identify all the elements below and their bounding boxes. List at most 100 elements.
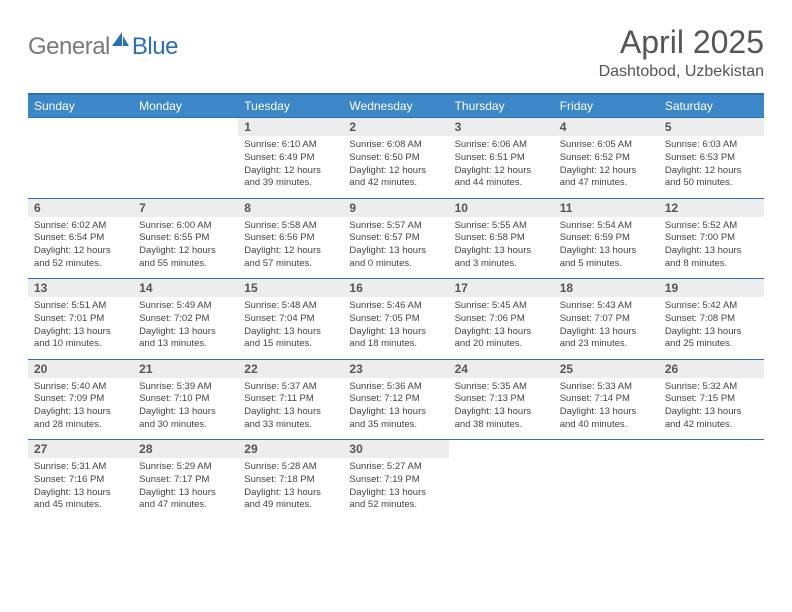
day-number-cell: 22 <box>238 359 343 378</box>
day-info-cell: Sunrise: 6:03 AMSunset: 6:53 PMDaylight:… <box>659 136 764 198</box>
day-number-cell <box>133 118 238 137</box>
day-info-cell: Sunrise: 6:00 AMSunset: 6:55 PMDaylight:… <box>133 217 238 279</box>
day-info-cell: Sunrise: 5:35 AMSunset: 7:13 PMDaylight:… <box>449 378 554 440</box>
sunset-line: Sunset: 7:10 PM <box>139 393 232 406</box>
daylight-line: Daylight: 13 hours and 13 minutes. <box>139 326 232 352</box>
day-number-cell: 4 <box>554 118 659 137</box>
day-number-cell: 20 <box>28 359 133 378</box>
daylight-line: Daylight: 13 hours and 30 minutes. <box>139 406 232 432</box>
day-info-row: Sunrise: 5:31 AMSunset: 7:16 PM Daylight:… <box>28 458 764 520</box>
sunrise-line: Sunrise: 6:08 AM <box>349 139 442 152</box>
sunrise-line: Sunrise: 5:42 AM <box>665 300 758 313</box>
calendar-table: Sunday Monday Tuesday Wednesday Thursday… <box>28 93 764 520</box>
daylight-line: Daylight: 13 hours and 52 minutes. <box>349 487 442 513</box>
daylight-line: Daylight: 12 hours and 42 minutes. <box>349 165 442 191</box>
day-info-cell: Sunrise: 5:52 AMSunset: 7:00 PMDaylight:… <box>659 217 764 279</box>
daylight-line: Daylight: 13 hours and 47 minutes. <box>139 487 232 513</box>
day-number-cell: 24 <box>449 359 554 378</box>
daylight-line: Daylight: 13 hours and 20 minutes. <box>455 326 548 352</box>
sunset-line: Sunset: 7:11 PM <box>244 393 337 406</box>
logo: General Blue <box>28 24 178 63</box>
day-info-cell: Sunrise: 5:33 AMSunset: 7:14 PMDaylight:… <box>554 378 659 440</box>
daylight-line: Daylight: 12 hours and 44 minutes. <box>455 165 548 191</box>
sunset-line: Sunset: 7:04 PM <box>244 313 337 326</box>
day-number-cell: 29 <box>238 440 343 459</box>
day-info-cell: Sunrise: 5:28 AMSunset: 7:18 PMDaylight:… <box>238 458 343 520</box>
day-number-cell: 25 <box>554 359 659 378</box>
sunset-line: Sunset: 6:55 PM <box>139 232 232 245</box>
day-number-cell: 21 <box>133 359 238 378</box>
sunrise-line: Sunrise: 5:58 AM <box>244 220 337 233</box>
sunset-line: Sunset: 7:16 PM <box>34 474 127 487</box>
sunset-line: Sunset: 7:17 PM <box>139 474 232 487</box>
title-block: April 2025 Dashtobod, Uzbekistan <box>599 24 764 81</box>
day-number-cell: 5 <box>659 118 764 137</box>
daylight-line: Daylight: 13 hours and 38 minutes. <box>455 406 548 432</box>
sunrise-line: Sunrise: 5:54 AM <box>560 220 653 233</box>
sunset-line: Sunset: 6:51 PM <box>455 152 548 165</box>
daylight-line: Daylight: 13 hours and 18 minutes. <box>349 326 442 352</box>
daylight-line: Daylight: 12 hours and 55 minutes. <box>139 245 232 271</box>
sunset-line: Sunset: 7:00 PM <box>665 232 758 245</box>
sunrise-line: Sunrise: 5:29 AM <box>139 461 232 474</box>
sunset-line: Sunset: 7:15 PM <box>665 393 758 406</box>
sunrise-line: Sunrise: 5:45 AM <box>455 300 548 313</box>
day-info-cell: Sunrise: 6:02 AMSunset: 6:54 PMDaylight:… <box>28 217 133 279</box>
day-number-cell: 11 <box>554 198 659 217</box>
day-info-cell: Sunrise: 5:51 AMSunset: 7:01 PMDaylight:… <box>28 297 133 359</box>
day-info-cell: Sunrise: 5:48 AMSunset: 7:04 PMDaylight:… <box>238 297 343 359</box>
day-info-cell: Sunrise: 5:49 AMSunset: 7:02 PMDaylight:… <box>133 297 238 359</box>
day-info-cell: Sunrise: 5:40 AMSunset: 7:09 PMDaylight:… <box>28 378 133 440</box>
weekday-header: Tuesday <box>238 94 343 118</box>
day-number-row: 13141516171819 <box>28 279 764 298</box>
day-number-cell: 18 <box>554 279 659 298</box>
sunset-line: Sunset: 7:14 PM <box>560 393 653 406</box>
sunrise-line: Sunrise: 5:36 AM <box>349 381 442 394</box>
day-info-cell: Sunrise: 5:58 AMSunset: 6:56 PMDaylight:… <box>238 217 343 279</box>
day-info-cell: Sunrise: 5:57 AMSunset: 6:57 PMDaylight:… <box>343 217 448 279</box>
sunrise-line: Sunrise: 5:27 AM <box>349 461 442 474</box>
sunrise-line: Sunrise: 6:03 AM <box>665 139 758 152</box>
day-number-cell <box>659 440 764 459</box>
day-info-row: Sunrise: 6:10 AMSunset: 6:49 PMDaylight:… <box>28 136 764 198</box>
day-number-cell: 3 <box>449 118 554 137</box>
day-number-cell <box>28 118 133 137</box>
day-info-cell: Sunrise: 5:43 AMSunset: 7:07 PMDaylight:… <box>554 297 659 359</box>
sunset-line: Sunset: 7:09 PM <box>34 393 127 406</box>
sunrise-line: Sunrise: 5:43 AM <box>560 300 653 313</box>
day-number-cell: 13 <box>28 279 133 298</box>
sunset-line: Sunset: 7:01 PM <box>34 313 127 326</box>
sail-icon <box>110 30 130 53</box>
sunset-line: Sunset: 6:58 PM <box>455 232 548 245</box>
day-number-cell <box>554 440 659 459</box>
sunset-line: Sunset: 7:18 PM <box>244 474 337 487</box>
day-info-cell: Sunrise: 6:10 AMSunset: 6:49 PMDaylight:… <box>238 136 343 198</box>
sunrise-line: Sunrise: 5:31 AM <box>34 461 127 474</box>
sunset-line: Sunset: 6:49 PM <box>244 152 337 165</box>
weekday-header: Friday <box>554 94 659 118</box>
day-info-cell: Sunrise: 5:39 AMSunset: 7:10 PMDaylight:… <box>133 378 238 440</box>
sunset-line: Sunset: 7:05 PM <box>349 313 442 326</box>
day-number-cell: 1 <box>238 118 343 137</box>
day-info-cell: Sunrise: 5:46 AMSunset: 7:05 PMDaylight:… <box>343 297 448 359</box>
sunset-line: Sunset: 7:13 PM <box>455 393 548 406</box>
sunset-line: Sunset: 7:08 PM <box>665 313 758 326</box>
sunset-line: Sunset: 6:50 PM <box>349 152 442 165</box>
daylight-line: Daylight: 12 hours and 47 minutes. <box>560 165 653 191</box>
header: General Blue April 2025 Dashtobod, Uzbek… <box>28 24 764 81</box>
sunset-line: Sunset: 6:52 PM <box>560 152 653 165</box>
weekday-row: Sunday Monday Tuesday Wednesday Thursday… <box>28 94 764 118</box>
location: Dashtobod, Uzbekistan <box>599 63 764 81</box>
sunrise-line: Sunrise: 6:06 AM <box>455 139 548 152</box>
day-info-cell: Sunrise: 5:31 AMSunset: 7:16 PMDaylight:… <box>28 458 133 520</box>
sunset-line: Sunset: 6:53 PM <box>665 152 758 165</box>
daylight-line: Daylight: 13 hours and 40 minutes. <box>560 406 653 432</box>
daylight-line: Daylight: 13 hours and 8 minutes. <box>665 245 758 271</box>
sunset-line: Sunset: 6:59 PM <box>560 232 653 245</box>
day-info-cell: Sunrise: 5:29 AMSunset: 7:17 PMDaylight:… <box>133 458 238 520</box>
day-number-cell: 23 <box>343 359 448 378</box>
month-title: April 2025 <box>599 24 764 61</box>
sunrise-line: Sunrise: 6:00 AM <box>139 220 232 233</box>
day-info-cell <box>133 136 238 198</box>
sunset-line: Sunset: 7:12 PM <box>349 393 442 406</box>
